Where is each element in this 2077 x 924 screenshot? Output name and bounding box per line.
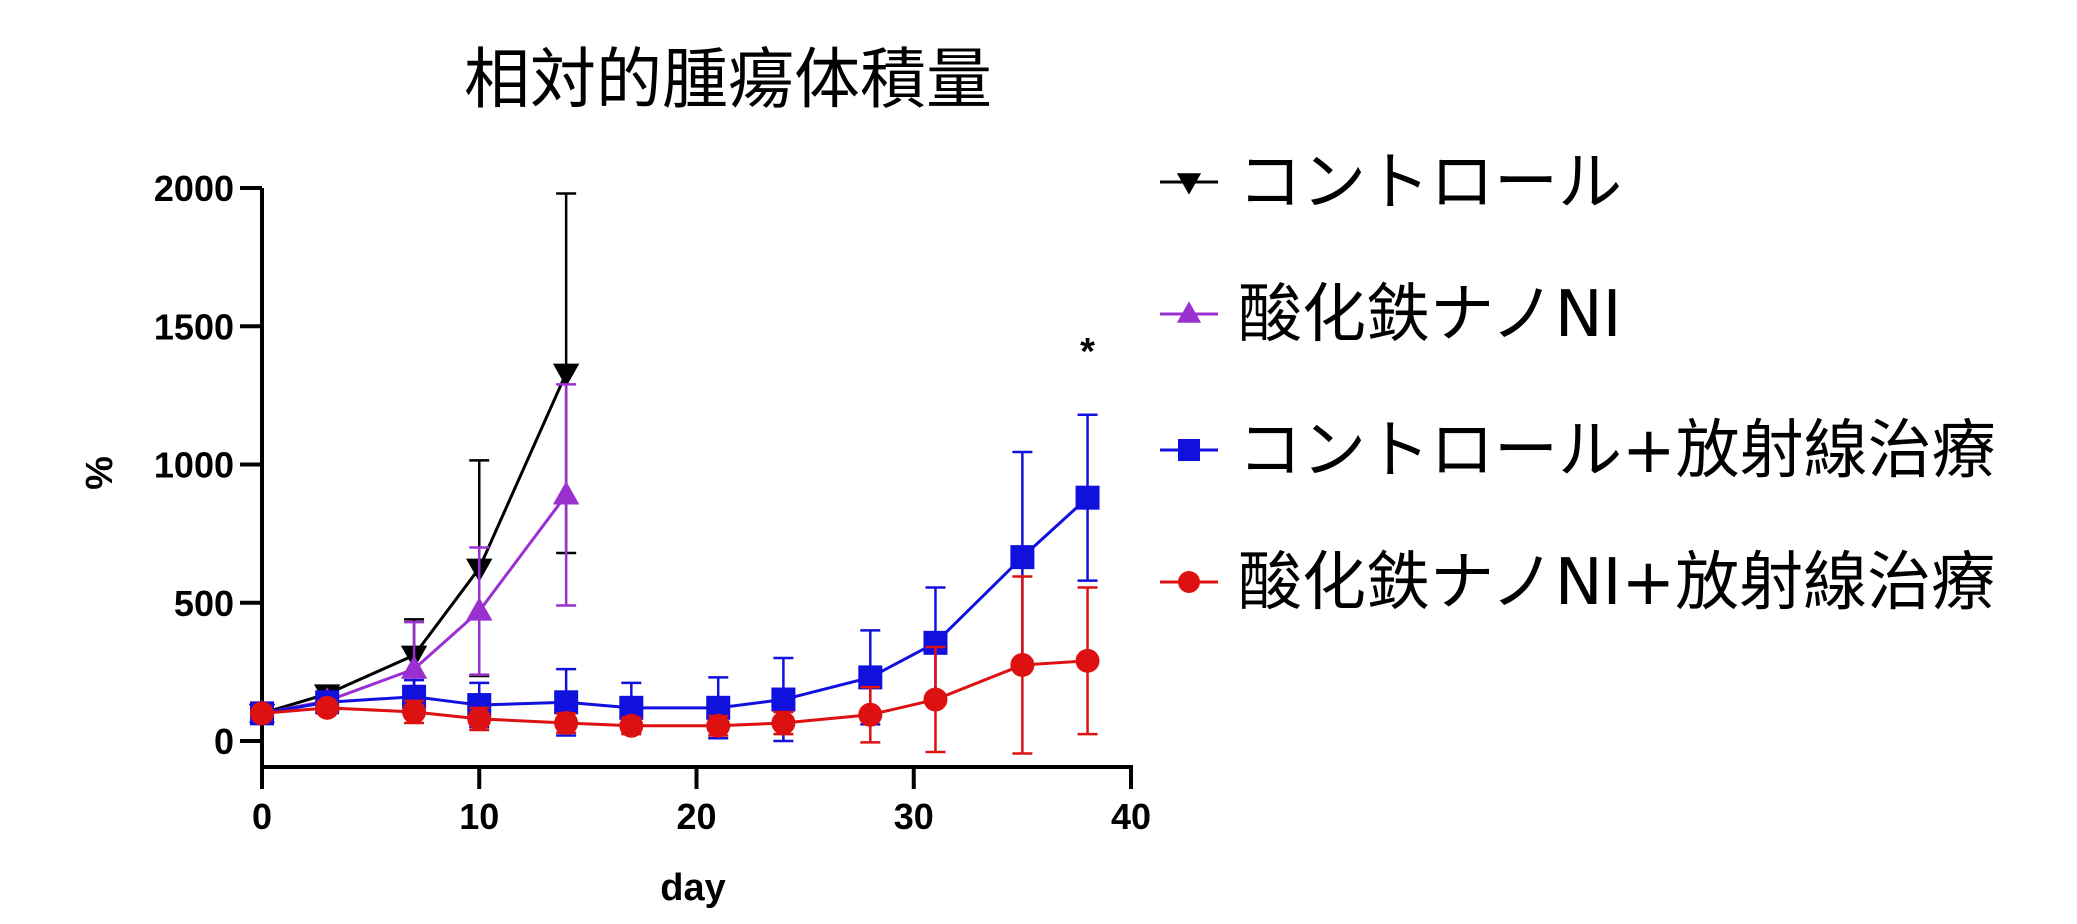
data-point — [552, 363, 580, 388]
legend-marker — [1176, 173, 1202, 195]
data-point — [706, 713, 731, 738]
series-layer: * — [248, 192, 1100, 755]
legend-marker — [1178, 439, 1200, 461]
legend-label: 酸化鉄ナノNI — [1238, 278, 1622, 352]
legend-label: 酸化鉄ナノNI+放射線治療 — [1238, 546, 1995, 620]
data-point — [923, 687, 948, 712]
data-point — [858, 702, 883, 727]
y-tick-label: 1000 — [154, 445, 234, 486]
legend-item-0: コントロール — [1160, 146, 1622, 220]
x-tick-label: 0 — [252, 796, 272, 837]
data-point — [771, 711, 796, 736]
data-point — [1075, 648, 1100, 673]
data-point — [1010, 545, 1035, 570]
data-point — [554, 711, 579, 736]
series-line — [261, 496, 1089, 715]
significance-mark: * — [1080, 331, 1095, 373]
y-tick-label: 500 — [174, 583, 234, 624]
legend-label: コントロール — [1238, 146, 1622, 220]
data-point — [619, 713, 644, 738]
x-tick-label: 10 — [459, 796, 499, 837]
legend-marker — [1178, 571, 1200, 593]
legend-item-2: コントロール+放射線治療 — [1160, 414, 1996, 488]
data-point — [858, 665, 883, 690]
x-tick-label: 20 — [676, 796, 716, 837]
data-point — [400, 655, 428, 679]
data-point — [402, 699, 427, 724]
series-line — [261, 659, 1088, 728]
x-tick-label: 30 — [894, 796, 934, 837]
y-tick-label: 1500 — [154, 306, 234, 347]
legend-marker — [1176, 301, 1202, 323]
chart-title: 相対的腫瘍体積量 — [464, 41, 992, 118]
legend-item-1: 酸化鉄ナノNI — [1160, 278, 1622, 352]
data-point — [771, 687, 796, 712]
data-point — [552, 481, 580, 505]
y-tick-label: 0 — [214, 721, 234, 762]
data-point — [1075, 485, 1100, 510]
data-point — [1010, 652, 1035, 677]
legend-label: コントロール+放射線治療 — [1238, 414, 1996, 488]
series-3 — [250, 575, 1100, 755]
x-tick-label: 40 — [1111, 796, 1151, 837]
series-2 — [250, 413, 1100, 743]
series-1 — [248, 383, 580, 723]
data-point — [554, 690, 579, 715]
y-axis-label: % — [79, 456, 121, 490]
data-point — [315, 695, 340, 720]
x-axis-label: day — [660, 867, 725, 909]
data-point — [250, 701, 274, 726]
legend-item-3: 酸化鉄ナノNI+放射線治療 — [1160, 546, 1995, 620]
y-tick-label: 2000 — [154, 168, 234, 209]
data-point — [466, 597, 493, 621]
data-point — [467, 706, 492, 731]
axes: 0 500 1000 1500 2000 0 10 20 30 40 — [154, 168, 1151, 837]
